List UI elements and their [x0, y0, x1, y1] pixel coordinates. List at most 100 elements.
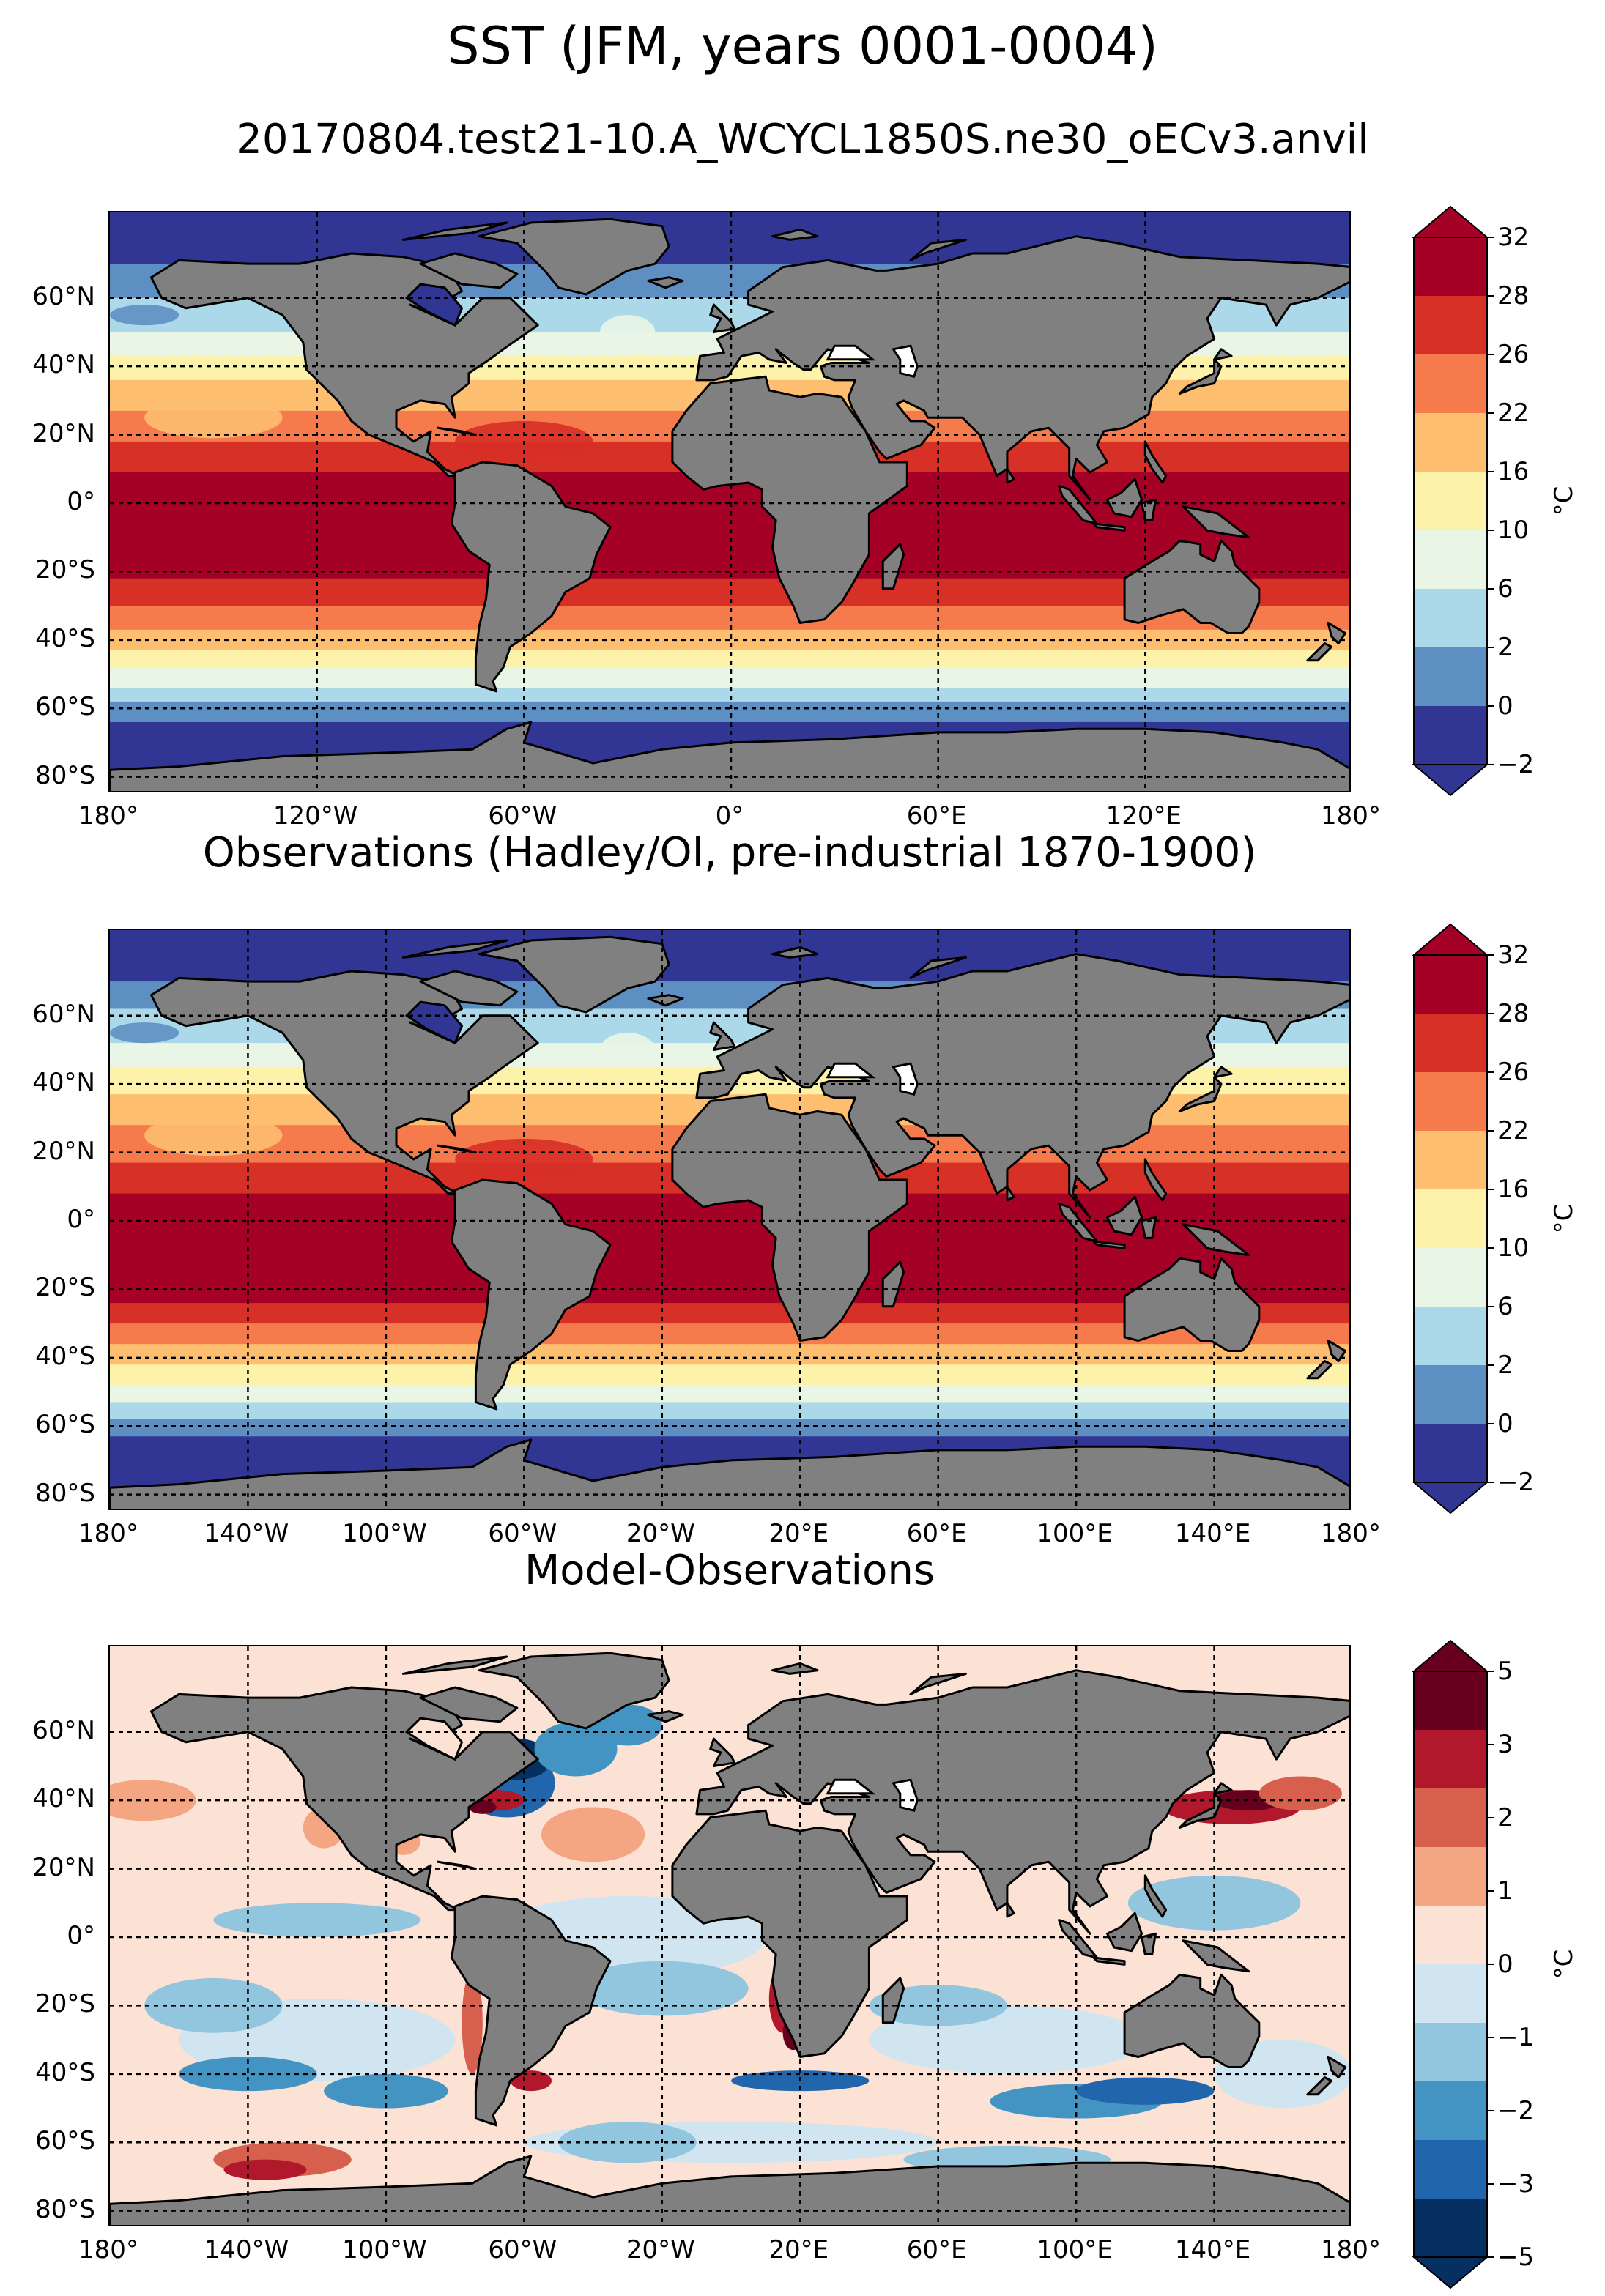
panel-2-xtick: 100°E: [1037, 1519, 1113, 1548]
diff-anomaly-14: [462, 1971, 483, 2074]
land-new-guinea: [1182, 1223, 1250, 1257]
sst-feature-5: [599, 315, 656, 349]
colorbar-3-tick-label: 2: [1497, 1803, 1513, 1832]
colorbar-3-tick-label: −1: [1497, 2023, 1535, 2052]
colorbar-2-tick-label: 6: [1497, 1292, 1513, 1321]
colorbar-2-tick-label: 32: [1497, 940, 1530, 970]
land-madagascar: [881, 1977, 905, 2024]
panel-2-ytick: 60°N: [32, 999, 95, 1029]
sst-band-15: [110, 1402, 1349, 1420]
land-iceland: [647, 994, 684, 1007]
colorbar-2-tick-label: 10: [1497, 1233, 1530, 1263]
colorbar-1-tick-label: 28: [1497, 281, 1530, 311]
panel-1-xtick: 120°E: [1105, 801, 1182, 831]
colorbar-segment-8: [1414, 1788, 1487, 1847]
colorbar-2-tick-label: 16: [1497, 1175, 1530, 1204]
panel-1-xtick: 60°E: [906, 801, 967, 831]
land-ellesmere: [401, 1655, 508, 1675]
land-hokkaido: [1213, 1782, 1233, 1795]
land-north-america: [150, 1686, 539, 1912]
land-antarctica: [110, 2155, 1349, 2225]
sst-band-9: [110, 472, 1349, 579]
diff-anomaly-24: [576, 1961, 749, 2016]
land-novaya-zemlya: [909, 1672, 967, 1695]
map-panel-2[interactable]: [108, 929, 1351, 1510]
colorbar-1-unit: °C: [1549, 486, 1579, 516]
colorbar-1-tick-label: 16: [1497, 457, 1530, 486]
colorbar-1-tick-label: −2: [1497, 750, 1535, 779]
colorbar-segment-2: [1414, 1365, 1487, 1424]
panel-1-ytick: 40°N: [32, 350, 95, 380]
figure-subtitle: 20170804.test21-10.A_WCYCL1850S.ne30_oEC…: [236, 116, 1369, 163]
land-ellesmere: [401, 221, 508, 241]
colorbar-1-tick-label: 26: [1497, 340, 1530, 369]
sst-band-16: [110, 1419, 1349, 1438]
panel-1-ytick: 60°S: [35, 692, 95, 722]
colorbar-segment-1: [1414, 706, 1487, 765]
diff-anomaly-26: [213, 1903, 420, 1937]
land-sumatra: [1058, 485, 1098, 525]
panel-2-ytick: 20°S: [35, 1273, 95, 1303]
colorbar-segment-4: [1414, 530, 1487, 589]
colorbar-extend-min: [1412, 1482, 1489, 1515]
diff-anomaly-15: [510, 2070, 552, 2092]
colorbar-extend-min: [1412, 764, 1489, 797]
map-panel-3[interactable]: [108, 1645, 1351, 2226]
land-new-guinea: [1182, 1939, 1250, 1973]
panel-3-xtick: 140°W: [204, 2235, 289, 2265]
panel-2-ytick: 0°: [67, 1205, 95, 1234]
colorbar-segment-2: [1414, 2140, 1487, 2199]
land-sri-lanka: [1006, 1185, 1015, 1202]
colorbar-1-tick-label: 10: [1497, 516, 1530, 545]
panel-2-ytick: 40°S: [35, 1341, 95, 1371]
map-panel-1[interactable]: [108, 211, 1351, 792]
land-japan: [1178, 1076, 1223, 1112]
water-hudson-bay: [404, 1717, 464, 1761]
sst-band-15: [110, 688, 1349, 702]
panel-3-xtick: 140°E: [1174, 2235, 1251, 2265]
panel-2-title: Observations (Hadley/OI, pre-industrial …: [202, 829, 1257, 877]
land-japan: [1178, 1792, 1223, 1829]
colorbar-segment-2: [1414, 647, 1487, 706]
colorbar-2-tick-label: 0: [1497, 1409, 1513, 1438]
colorbar-2-tick-label: 26: [1497, 1058, 1530, 1087]
land-hokkaido: [1213, 1066, 1233, 1079]
map-panel-2-plot: [110, 930, 1349, 1509]
water-black-sea: [826, 1062, 876, 1079]
colorbar-3-tick-label: 1: [1497, 1876, 1513, 1906]
panel-3-ytick: 0°: [67, 1921, 95, 1950]
land-africa: [671, 1809, 908, 2058]
diff-anomaly-9: [1259, 1776, 1342, 1811]
colorbar-2: [1412, 923, 1494, 1515]
colorbar-2-svg: [1412, 923, 1494, 1515]
water-hudson-bay: [404, 1000, 464, 1045]
panel-3-xtick: 100°E: [1037, 2235, 1113, 2265]
colorbar-2-tick-label: 28: [1497, 999, 1530, 1028]
land-hokkaido: [1213, 348, 1233, 361]
land-baffin: [419, 1686, 519, 1723]
panel-2-ytick: 20°N: [32, 1136, 95, 1166]
land-borneo: [1106, 478, 1143, 519]
colorbar-2-tick-label: −2: [1497, 1468, 1535, 1497]
diff-anomaly-3: [534, 1721, 618, 1777]
panel-1-ytick: 60°N: [32, 281, 95, 311]
map-panel-1-plot: [110, 212, 1349, 791]
land-australia: [1123, 539, 1261, 634]
land-java: [1092, 1240, 1126, 1249]
diff-anomaly-22: [1076, 2077, 1215, 2105]
colorbar-extend-min: [1412, 2256, 1489, 2289]
colorbar-3-tick-label: −5: [1497, 2243, 1535, 2272]
panel-1-ytick: 0°: [67, 487, 95, 516]
colorbar-segment-9: [1414, 1730, 1487, 1788]
panel-2-xtick: 20°E: [768, 1519, 829, 1548]
land-japan: [1178, 358, 1223, 395]
land-sri-lanka: [1006, 467, 1015, 484]
panel-1-xtick: 180°: [78, 801, 138, 831]
colorbar-segment-3: [1414, 2081, 1487, 2140]
sst-feature-6: [110, 1022, 179, 1044]
colorbar-segment-3: [1414, 1307, 1487, 1365]
colorbar-3-unit: °C: [1549, 1949, 1579, 1980]
land-greenland: [478, 1652, 670, 1730]
colorbar-segment-9: [1414, 237, 1487, 296]
colorbar-1-tick-label: 0: [1497, 691, 1513, 721]
